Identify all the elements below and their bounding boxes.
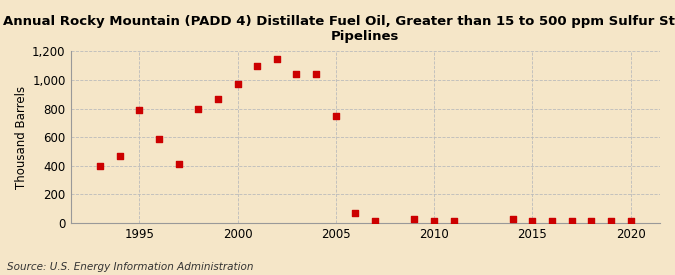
Point	[429, 219, 439, 223]
Point	[566, 219, 577, 224]
Point	[271, 57, 282, 61]
Point	[330, 114, 341, 119]
Point	[350, 211, 361, 215]
Point	[134, 108, 144, 112]
Point	[625, 219, 636, 224]
Point	[232, 82, 243, 86]
Point	[448, 219, 459, 224]
Point	[547, 219, 558, 223]
Point	[370, 219, 381, 223]
Text: Source: U.S. Energy Information Administration: Source: U.S. Energy Information Administ…	[7, 262, 253, 272]
Point	[409, 216, 420, 221]
Point	[507, 217, 518, 222]
Point	[586, 219, 597, 224]
Point	[527, 219, 538, 224]
Point	[213, 97, 223, 101]
Title: Annual Rocky Mountain (PADD 4) Distillate Fuel Oil, Greater than 15 to 500 ppm S: Annual Rocky Mountain (PADD 4) Distillat…	[3, 15, 675, 43]
Point	[193, 106, 204, 111]
Point	[95, 164, 105, 168]
Point	[310, 72, 321, 76]
Point	[291, 72, 302, 76]
Y-axis label: Thousand Barrels: Thousand Barrels	[15, 86, 28, 189]
Point	[173, 161, 184, 166]
Point	[252, 64, 263, 68]
Point	[605, 219, 616, 224]
Point	[153, 137, 164, 141]
Point	[114, 153, 125, 158]
